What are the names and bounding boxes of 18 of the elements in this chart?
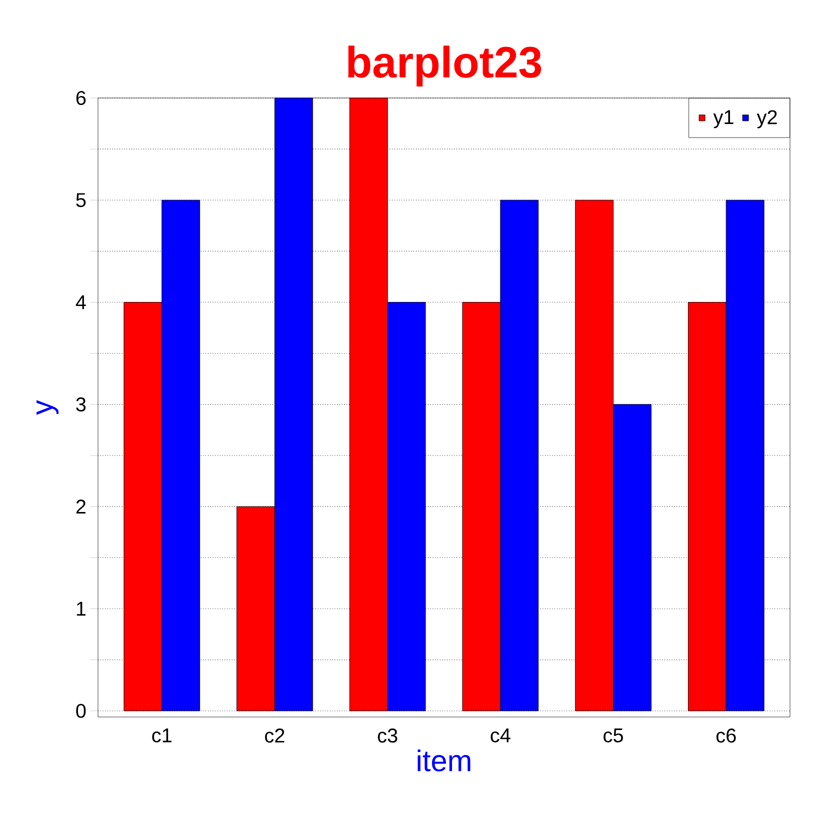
y-tick-label: 2 (76, 500, 86, 514)
legend-label: y1 (713, 110, 734, 128)
y-tick-label: 3 (76, 397, 86, 412)
x-tick-label: c2 (265, 728, 284, 743)
chart-title: barplot23 (348, 46, 542, 86)
y-tick-label: 0 (76, 704, 86, 718)
x-tick-label: c4 (490, 728, 510, 742)
x-axis-title: item (418, 749, 470, 772)
y-tick-label: 6 (76, 90, 86, 106)
y-tick-label: 4 (76, 295, 86, 310)
x-tick-label: c6 (716, 728, 736, 743)
x-tick-label: c5 (604, 728, 623, 742)
legend-label: y2 (756, 110, 777, 128)
y-axis-title: y (36, 400, 59, 415)
y-tick-label: 1 (76, 602, 86, 616)
x-tick-label: c3 (378, 728, 398, 743)
x-tick-label: c1 (152, 728, 172, 742)
y-tick-label: 5 (76, 193, 86, 208)
